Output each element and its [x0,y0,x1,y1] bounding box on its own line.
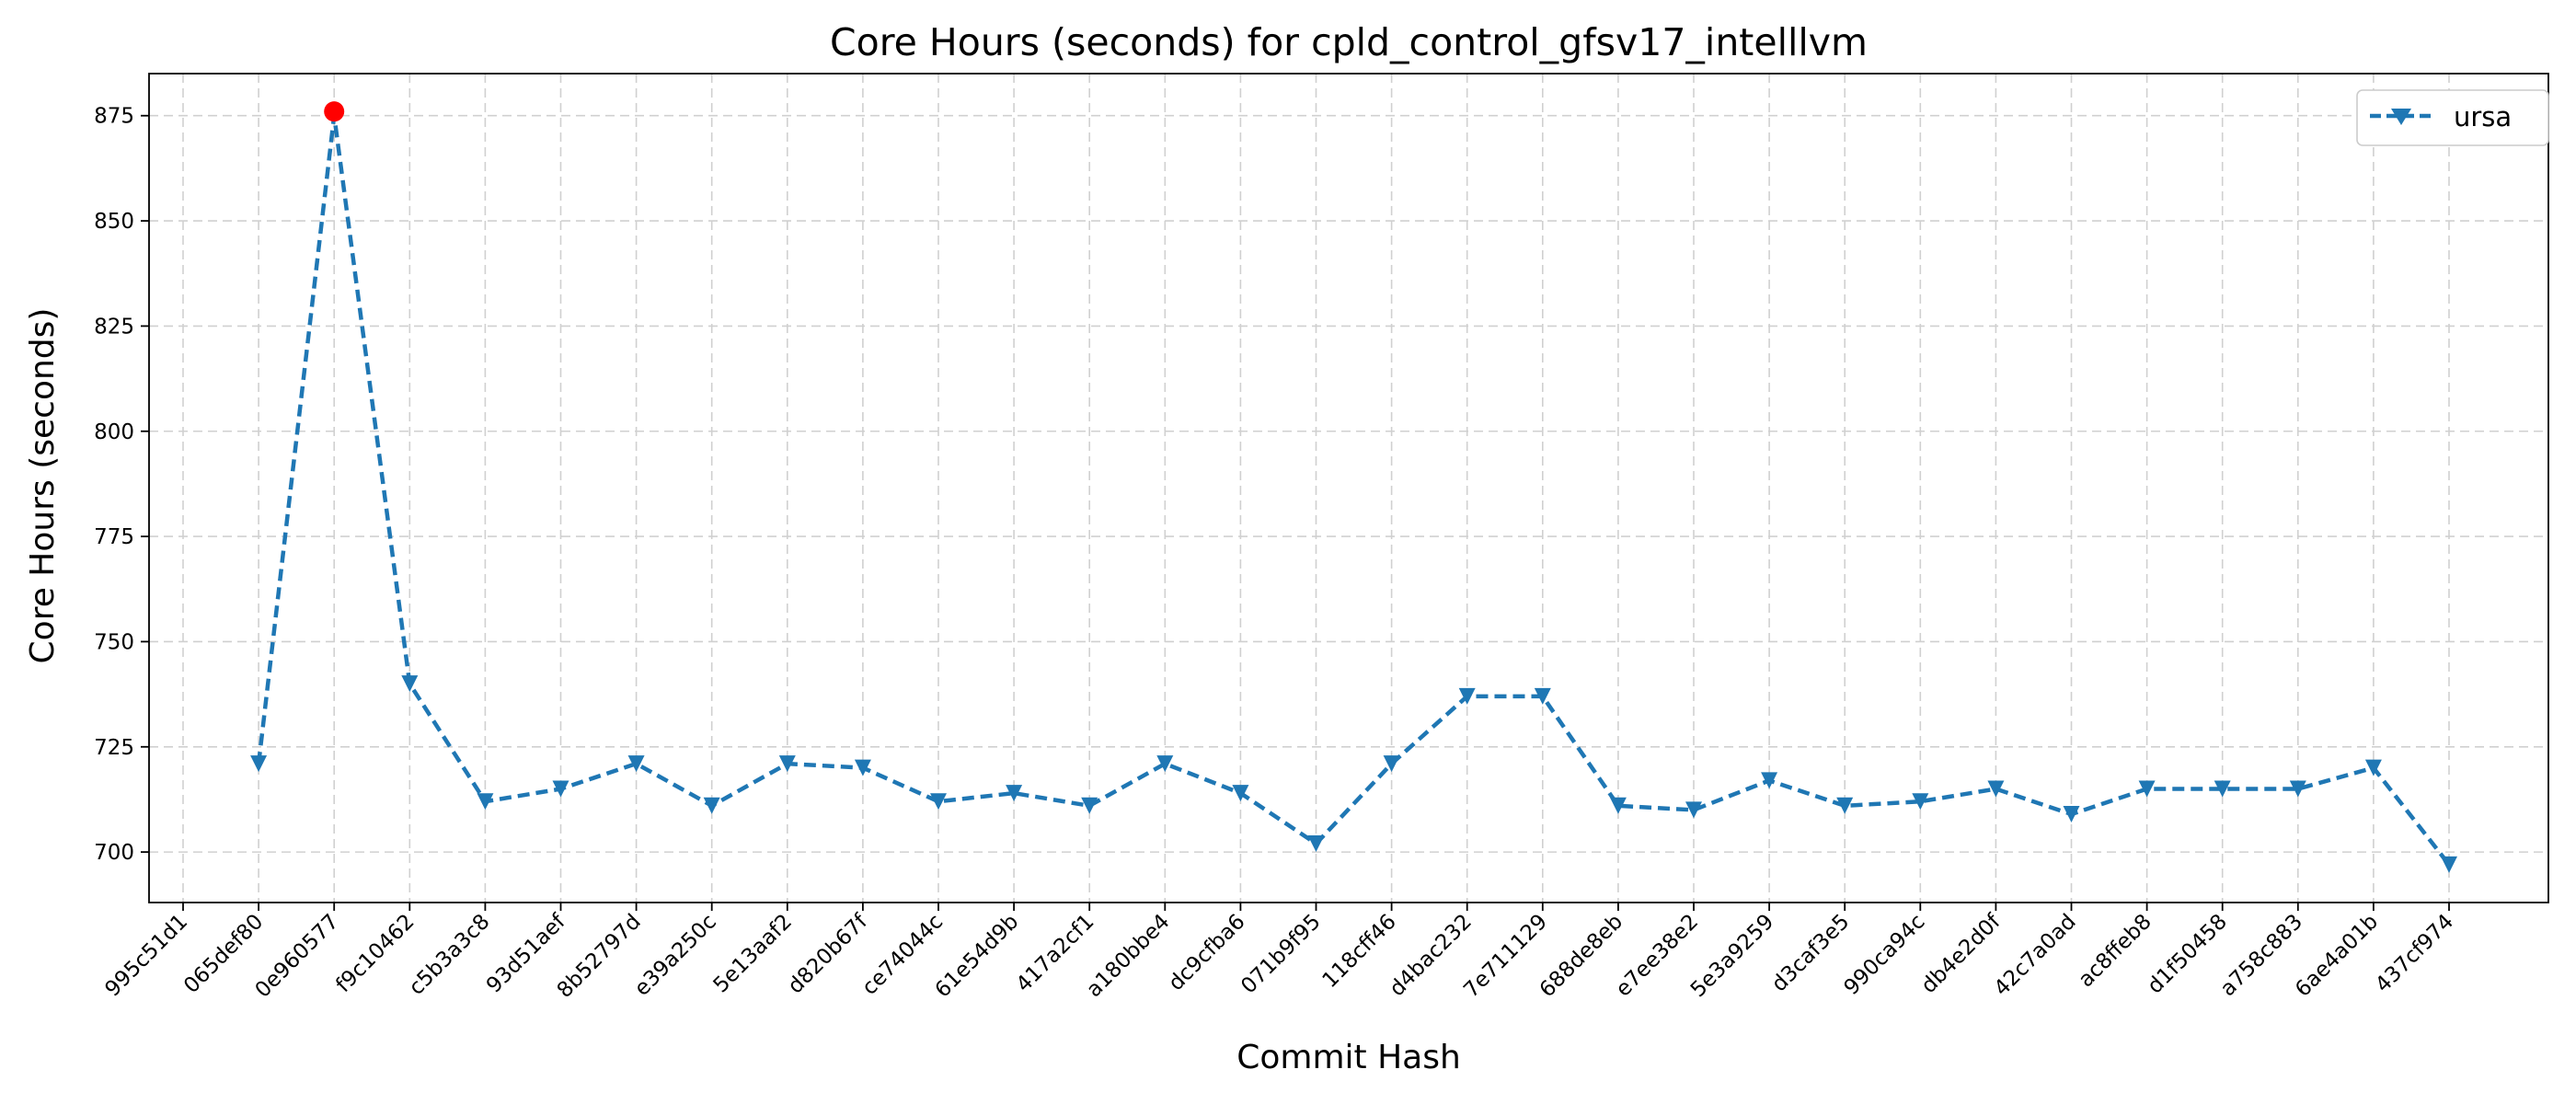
y-tick-label: 825 [94,315,134,339]
data-point-marker [854,759,871,776]
grid [149,74,2548,903]
data-point-marker [1232,785,1249,802]
data-point-marker [1307,834,1325,852]
data-point-marker [2063,805,2080,822]
legend-marker-swatch [2391,109,2411,125]
data-point-marker [1006,785,1023,802]
y-tick-label: 775 [94,525,134,549]
data-point-marker [2289,780,2306,798]
x-tick-label: 990ca94c [1840,910,1930,1000]
data-point-marker [552,780,569,798]
x-tick-label: 5e3a9259 [1686,910,1778,1002]
x-tick-label: 437cf974 [2371,910,2458,997]
x-tick-label: 5e13aaf2 [709,910,797,997]
data-point-marker [2214,780,2231,798]
data-point-marker [250,755,268,773]
data-point-marker [2364,759,2382,776]
data-point-marker [1156,755,1174,773]
y-axis: 700 725 750 775 800 825 850 875 [94,105,149,865]
data-point-marker [1081,797,1098,814]
x-tick-label: 995c51d1 [101,910,193,1002]
data-point-marker [930,793,947,811]
data-point-marker [703,797,720,814]
data-point-marker [1458,687,1476,705]
data-point-marker [1609,797,1627,814]
y-tick-label: 725 [94,736,134,760]
x-tick-label: c5b3a3c8 [405,910,495,1000]
y-tick-label: 700 [94,841,134,865]
x-tick-label: e39a250c [630,910,721,1001]
data-point-marker [1836,797,1854,814]
y-tick-label: 850 [94,210,134,234]
data-point-marker [1383,755,1400,773]
data-point-marker [1761,772,1778,789]
data-point-marker [1987,780,2005,798]
data-point-marker [2441,856,2457,873]
legend: ursa [2356,89,2549,146]
series-ursa [250,101,2457,873]
y-tick-label: 800 [94,420,134,444]
y-tick-label: 875 [94,105,134,129]
legend-label-ursa: ursa [2454,101,2512,132]
data-point-marker [778,755,796,773]
data-point-marker [401,675,419,693]
data-point-marker [627,755,645,773]
data-point-marker [1912,793,1929,811]
data-point-marker [1685,801,1702,819]
series-line [256,113,2451,867]
x-axis: 995c51d1065def800e960577f9c10462c5b3a3c8… [101,903,2458,1003]
legend-frame [2356,89,2549,146]
data-point-marker [477,793,494,811]
x-tick-label: a180bbe4 [1082,910,1174,1002]
y-tick-label: 750 [94,630,134,654]
x-tick-label: 42c7a0ad [1990,910,2081,1001]
x-tick-label: 6ae4a01b [2291,910,2383,1002]
highlight-point [324,101,345,122]
y-axis-title: Core Hours (seconds) [24,308,62,664]
data-point-marker [1534,687,1551,705]
data-point-marker [2138,780,2156,798]
plot-frame [148,73,2549,903]
x-tick-label: 071b9f95 [1236,910,1326,999]
chart-title: Core Hours (seconds) for cpld_control_gf… [830,20,1868,64]
x-axis-title: Commit Hash [1236,1039,1461,1076]
